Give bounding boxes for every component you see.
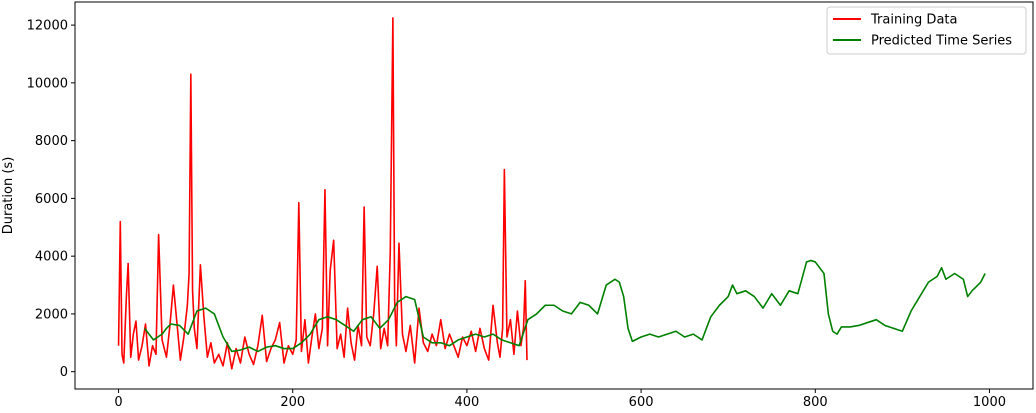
legend: Training Data Predicted Time Series xyxy=(826,6,1027,55)
x-tick-label: 600 xyxy=(629,395,654,410)
series-line-training-data xyxy=(117,17,528,370)
y-axis: 0 2000 4000 6000 8000 10000 12000 xyxy=(27,19,75,380)
series-line-predicted-time-series xyxy=(144,259,986,353)
legend-label-training-data: Training Data xyxy=(870,13,957,28)
y-tick-label: 8000 xyxy=(35,134,68,149)
legend-box xyxy=(826,6,1027,55)
y-tick-label: 6000 xyxy=(35,192,68,207)
y-tick-label: 0 xyxy=(60,365,68,380)
legend-label-predicted-time-series: Predicted Time Series xyxy=(871,34,1012,49)
y-tick-label: 10000 xyxy=(27,76,68,91)
y-axis-label: Duration (s) xyxy=(1,157,16,235)
x-tick-label: 200 xyxy=(280,395,305,410)
x-tick-label: 0 xyxy=(114,395,122,410)
series-layer xyxy=(117,17,986,370)
y-tick-label: 4000 xyxy=(35,250,68,265)
x-tick-label: 1000 xyxy=(973,395,1006,410)
plot-frame xyxy=(74,1,1034,390)
x-tick-label: 800 xyxy=(803,395,828,410)
x-tick-label: 400 xyxy=(454,395,479,410)
y-tick-label: 12000 xyxy=(27,19,68,34)
y-tick-label: 2000 xyxy=(35,307,68,322)
x-axis: 0 200 400 600 800 1000 xyxy=(114,389,1006,410)
